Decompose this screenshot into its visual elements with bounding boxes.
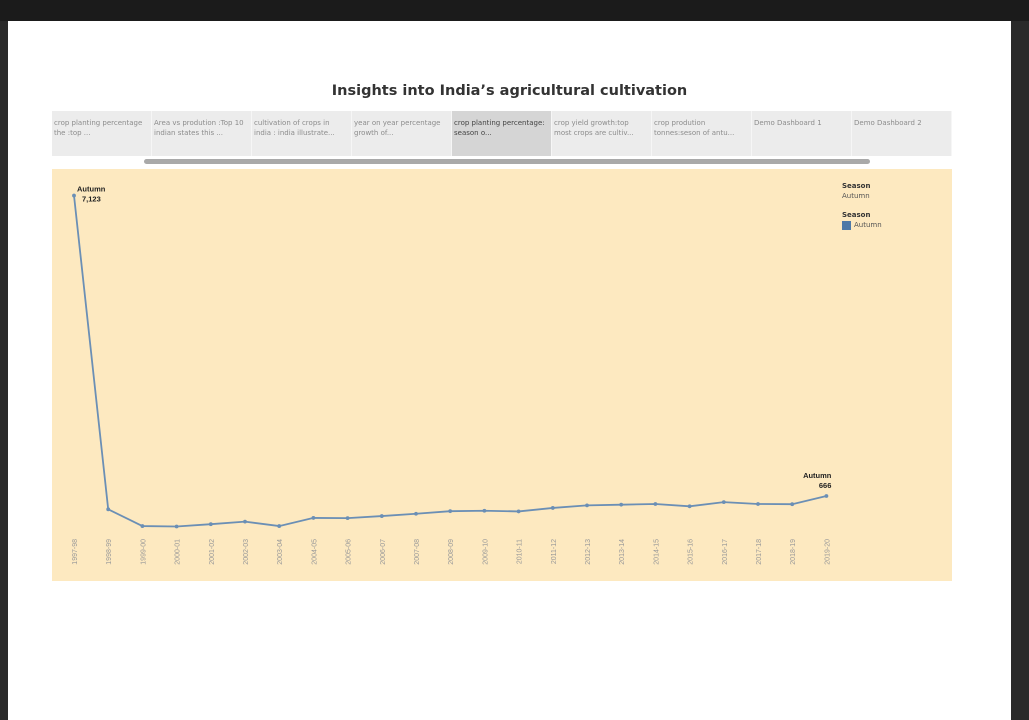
data-point[interactable]	[721, 500, 726, 505]
tab-crop-yield-growth[interactable]: crop yield growth:top most crops are cul…	[552, 111, 652, 156]
x-tick-label: 2007-08	[414, 539, 421, 565]
tab-crop-planting-season[interactable]: crop planting percentage: season o...	[452, 111, 552, 156]
annotation-value: 7,123	[82, 195, 101, 204]
tab-demo-dashboard-1[interactable]: Demo Dashboard 1	[752, 111, 852, 156]
data-point[interactable]	[653, 502, 658, 506]
x-tick-label: 2010-11	[517, 539, 524, 564]
tabs-scrollbar[interactable]	[144, 159, 870, 164]
tab-demo-dashboard-2[interactable]: Demo Dashboard 2	[852, 111, 952, 156]
annotation-value: 666	[819, 481, 832, 490]
season-filter-value[interactable]: Autumn	[842, 192, 870, 200]
story-tabs: crop planting percentage the :top ... Ar…	[52, 111, 952, 156]
data-point[interactable]	[208, 522, 213, 527]
x-tick-label: 2004-05	[311, 539, 318, 565]
x-tick-label: 2016-17	[722, 539, 729, 565]
data-point[interactable]	[140, 524, 145, 528]
season-filter-title: Season	[842, 182, 871, 190]
data-point[interactable]	[379, 514, 384, 518]
annotation-label: Autumn	[77, 185, 106, 194]
window-top-bar	[0, 0, 1029, 21]
tab-area-vs-production[interactable]: Area vs prodution :Top 10 indian states …	[152, 111, 252, 156]
data-point[interactable]	[516, 509, 521, 514]
data-point[interactable]	[414, 511, 418, 516]
x-tick-label: 2014-15	[653, 539, 660, 565]
data-point[interactable]	[72, 193, 76, 198]
x-tick-label: 2012-13	[585, 539, 592, 565]
data-point[interactable]	[619, 502, 624, 507]
data-point[interactable]	[277, 524, 282, 528]
tab-year-on-year-growth[interactable]: year on year percentage growth of...	[352, 111, 452, 156]
tab-crop-production-tonnes[interactable]: crop prodution tonnes:seson of antu...	[652, 111, 752, 156]
x-tick-label: 2017-18	[756, 539, 763, 565]
data-point[interactable]	[824, 494, 829, 498]
data-point[interactable]	[345, 516, 350, 521]
tab-crop-planting-percentage[interactable]: crop planting percentage the :top ...	[52, 111, 152, 156]
x-tick-label: 2005-06	[346, 539, 353, 565]
data-point[interactable]	[448, 509, 453, 514]
x-tick-label: 2001-02	[209, 539, 216, 565]
x-tick-label: 2008-09	[448, 539, 455, 565]
legend-item-label: Autumn	[854, 221, 882, 229]
data-point[interactable]	[311, 516, 316, 520]
x-tick-label: 1999-00	[140, 539, 147, 565]
x-tick-label: 1998-99	[106, 539, 113, 565]
data-point[interactable]	[106, 507, 111, 512]
series-line-autumn	[73, 195, 827, 528]
legend-swatch	[842, 220, 851, 230]
legend-item-autumn[interactable]: Autumn	[842, 220, 882, 230]
x-tick-label: 2006-07	[380, 539, 387, 565]
data-point[interactable]	[585, 503, 589, 508]
data-point[interactable]	[790, 502, 795, 507]
dashboard-title: Insights into India’s agricultural culti…	[331, 83, 688, 99]
x-tick-label: 2018-19	[790, 539, 797, 565]
tab-cultivation-of-crops[interactable]: cultivation of crops in india : india il…	[252, 111, 352, 156]
x-tick-label: 2009-10	[482, 539, 489, 565]
data-point[interactable]	[174, 524, 179, 529]
x-tick-label: 2015-16	[688, 539, 695, 565]
chart-panel: 1997-98 1998-99 1999-00 2000-01 2001-02 2002-…	[52, 169, 952, 581]
x-tick-label: 2013-14	[619, 539, 626, 565]
data-point[interactable]	[243, 519, 247, 524]
data-point[interactable]	[756, 502, 760, 506]
dashboard-page: Insights into India’s agricultural culti…	[8, 21, 1011, 720]
legend: Season Autumn Season Autumn	[842, 181, 882, 230]
data-point[interactable]	[550, 506, 555, 510]
annotation-label: Autumn	[803, 471, 832, 480]
x-tick-label: 2003-04	[277, 539, 284, 565]
data-point[interactable]	[687, 504, 692, 509]
color-legend-title: Season	[842, 211, 871, 219]
x-tick-label: 2011-12	[551, 539, 558, 564]
x-tick-label: 2000-01	[175, 539, 182, 565]
x-tick-label: 2019-20	[824, 539, 831, 565]
x-tick-label: 2002-03	[243, 539, 250, 565]
x-tick-label: 1997-98	[72, 539, 79, 565]
data-point[interactable]	[482, 508, 487, 513]
line-chart: 1997-98 1998-99 1999-00 2000-01 2001-02 2002-…	[72, 185, 832, 565]
